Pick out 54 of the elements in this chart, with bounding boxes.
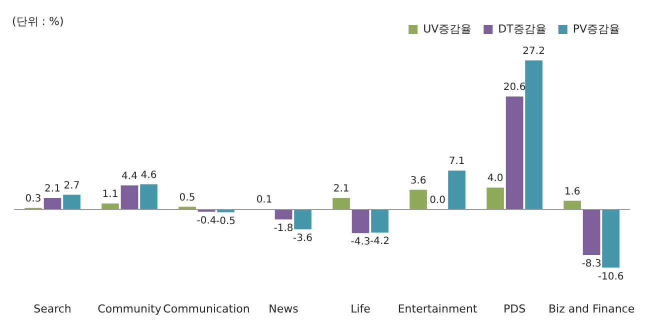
data-label: 0.3 <box>25 193 42 204</box>
bar <box>274 210 292 220</box>
data-label: 0.0 <box>430 195 446 206</box>
data-label: 4.4 <box>122 170 138 182</box>
bar <box>602 210 620 268</box>
data-label: 2.7 <box>64 180 80 192</box>
legend-label: DT증감율 <box>498 22 546 36</box>
bar <box>294 210 312 230</box>
x-tick-label: Entertainment <box>398 302 478 316</box>
bar <box>582 210 600 256</box>
text: (단위 : %) <box>12 14 64 29</box>
x-tick-label: Biz and Finance <box>548 302 635 316</box>
data-label: -8.3 <box>582 258 602 270</box>
bar <box>352 210 370 234</box>
data-label: 4.6 <box>140 170 157 181</box>
x-tick-label: Communication <box>163 302 250 316</box>
x-tick-label: PDS <box>504 302 526 316</box>
data-label: 3.6 <box>410 175 426 186</box>
data-label: -0.5 <box>216 216 236 227</box>
data-label: 0.1 <box>256 194 272 206</box>
data-label: -3.6 <box>293 232 313 244</box>
bar <box>506 96 524 210</box>
data-label: 27.2 <box>522 46 545 57</box>
data-label: -1.8 <box>274 223 294 234</box>
bar <box>371 210 388 233</box>
data-label: -4.3 <box>350 236 370 248</box>
data-label: 0.5 <box>179 192 196 204</box>
data-label: 1.1 <box>102 189 118 200</box>
data-label: 2.1 <box>44 184 60 195</box>
data-label: 2.1 <box>333 184 350 195</box>
bar <box>486 188 504 210</box>
bar <box>178 206 196 210</box>
bar <box>332 198 350 210</box>
data-label: 1.6 <box>564 186 580 198</box>
data-label: -4.2 <box>370 236 390 248</box>
bar <box>44 198 62 210</box>
x-tick-label: Life <box>350 302 371 316</box>
data-label: -0.4 <box>196 215 216 226</box>
legend-label: PV증감율 <box>572 22 620 36</box>
x-tick-label: News <box>268 302 299 316</box>
data-label: 7.1 <box>448 156 465 168</box>
bar <box>120 185 138 210</box>
x-tick-label: Search <box>34 302 72 316</box>
bar <box>410 190 427 210</box>
bar <box>564 200 581 210</box>
bar <box>525 60 542 210</box>
bar <box>102 204 119 210</box>
legend-label: UV증감율 <box>423 22 472 36</box>
bar <box>140 184 158 210</box>
data-label: 4.0 <box>487 173 504 184</box>
bar <box>448 170 466 210</box>
bar <box>63 194 80 210</box>
data-label: -10.6 <box>598 271 624 282</box>
x-tick-label: Community <box>98 302 162 316</box>
